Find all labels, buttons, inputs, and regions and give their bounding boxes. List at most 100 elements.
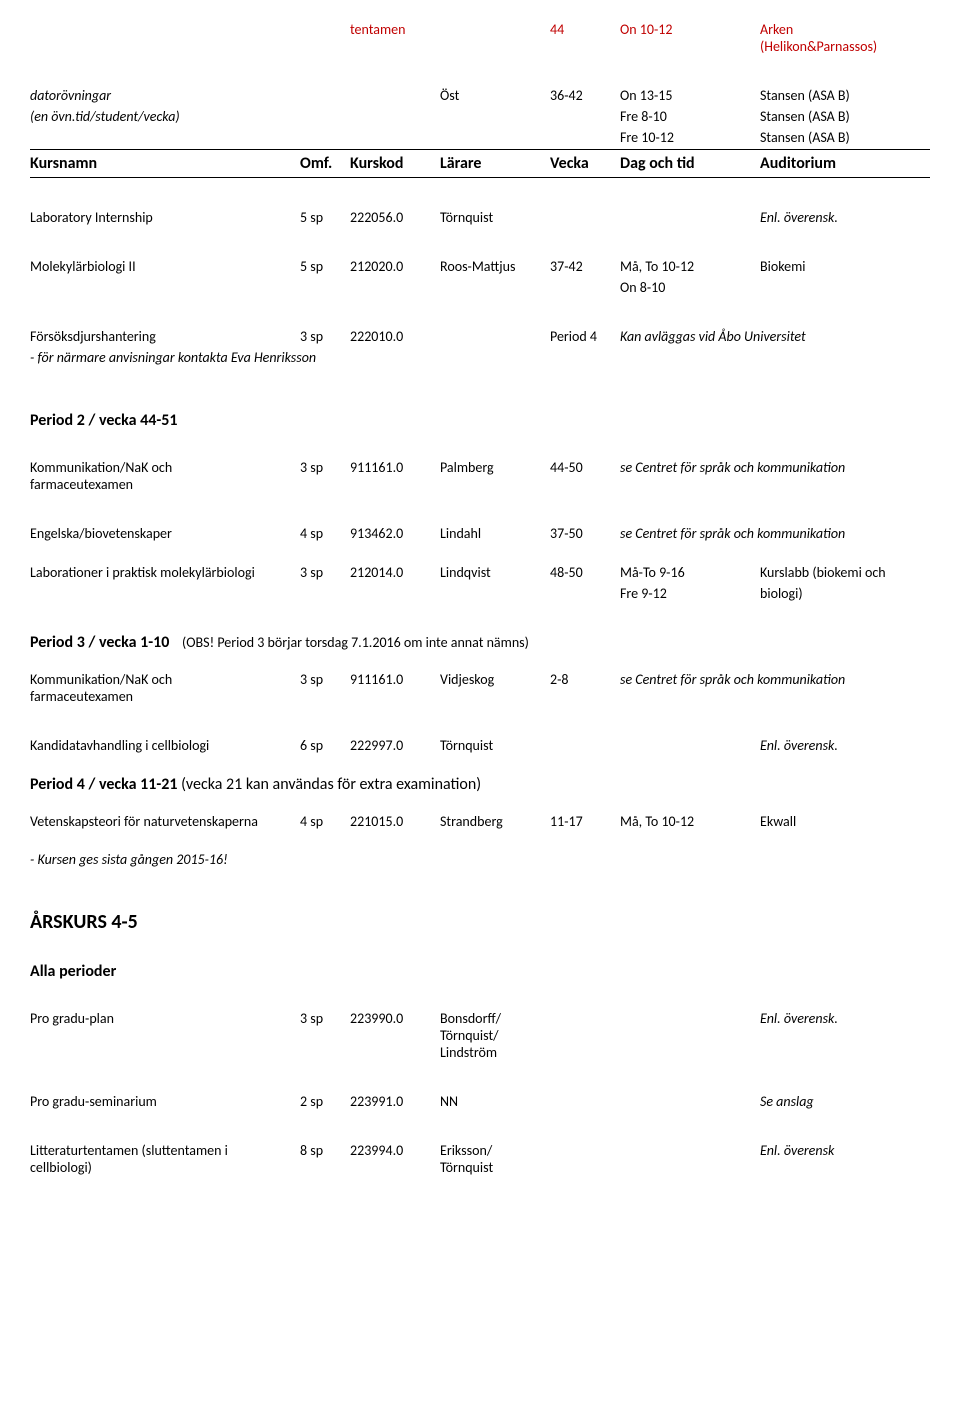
row-forsok-1: Försöksdjurshantering 3 sp 222010.0 Peri… [30, 327, 930, 346]
row-komm2: Kommunikation/NaK och farmaceutexamen 3 … [30, 670, 930, 706]
cell-room: Se anslag [760, 1092, 950, 1111]
row-kand: Kandidatavhandling i cellbiologi 6 sp 22… [30, 736, 930, 755]
cell-note: se Centret för språk och kommunikation [620, 524, 950, 543]
cell-room: Stansen (ASA B) [760, 107, 950, 126]
row-molek-1: Molekylärbiologi II 5 sp 212020.0 Roos-M… [30, 257, 930, 276]
cell-week: 37-42 [550, 257, 620, 276]
cell-time: On 10-12 [620, 20, 760, 39]
cell-omf: 5 sp [300, 257, 350, 276]
hdr-omf: Omf. [300, 153, 350, 174]
cell-room: Stansen (ASA B) [760, 128, 950, 147]
cell-time: On 13-15 [620, 86, 760, 105]
row-labpr-2: Fre 9-12 biologi) [30, 584, 930, 603]
arskurs-title: ÅRSKURS 4-5 [30, 910, 930, 934]
cell-note: - för närmare anvisningar kontakta Eva H… [30, 348, 550, 367]
cell-code: 223990.0 [350, 1009, 440, 1028]
cell-name: Engelska/biovetenskaper [30, 524, 300, 543]
cell-code: 223994.0 [350, 1141, 440, 1160]
alla-perioder-title: Alla perioder [30, 962, 930, 981]
cell-name: datorövningar [30, 86, 300, 105]
vet-note: - Kursen ges sista gången 2015-16! [30, 851, 930, 868]
cell-week: 37-50 [550, 524, 620, 543]
cell-time: Fre 8-10 [620, 107, 760, 126]
cell-omf: 3 sp [300, 563, 350, 582]
cell-name: Laborationer i praktisk molekylärbiologi [30, 563, 300, 582]
cell-omf: 6 sp [300, 736, 350, 755]
cell-omf: 4 sp [300, 524, 350, 543]
cell-name: Kommunikation/NaK och farmaceutexamen [30, 458, 300, 494]
cell-room: Ekwall [760, 812, 950, 831]
cell-code: 911161.0 [350, 458, 440, 477]
cell-teacher: Palmberg [440, 458, 550, 477]
cell-code: 222997.0 [350, 736, 440, 755]
cell-time: Må, To 10-12 [620, 812, 760, 831]
cell-code: 911161.0 [350, 670, 440, 689]
cell-week: 11-17 [550, 812, 620, 831]
row-dator-1: datorövningar Öst 36-42 On 13-15 Stansen… [30, 86, 930, 105]
cell-room: Enl. överensk. [760, 208, 950, 227]
cell-room: biologi) [760, 584, 950, 603]
cell-omf: 4 sp [300, 812, 350, 831]
cell-name: Vetenskapsteori för naturvetenskaperna [30, 812, 300, 831]
hdr-kursnamn: Kursnamn [30, 153, 300, 174]
cell-week: Period 4 [550, 327, 620, 346]
cell-tentamen: tentamen [350, 20, 440, 39]
cell-teacher: Lindahl [440, 524, 550, 543]
hdr-larare: Lärare [440, 153, 550, 174]
period-4-title: Period 4 / vecka 11-21 (vecka 21 kan anv… [30, 775, 930, 794]
cell-code: 212014.0 [350, 563, 440, 582]
cell-room: Enl. överensk. [760, 736, 950, 755]
cell-name: Laboratory Internship [30, 208, 300, 227]
cell-week: 44-50 [550, 458, 620, 477]
hdr-aud: Auditorium [760, 153, 950, 174]
cell-note: se Centret för språk och kommunikation [620, 458, 950, 477]
row-molek-2: On 8-10 [30, 278, 930, 297]
cell-time: Fre 9-12 [620, 584, 760, 603]
cell-name: Molekylärbiologi II [30, 257, 300, 276]
cell-note: Kan avläggas vid Åbo Universitet [620, 327, 950, 346]
cell-room: Stansen (ASA B) [760, 86, 950, 105]
cell-code: 222010.0 [350, 327, 440, 346]
cell-name: (en övn.tid/student/vecka) [30, 107, 300, 126]
cell-name: Litteraturtentamen (sluttentamen i cellb… [30, 1141, 300, 1177]
cell-week: 48-50 [550, 563, 620, 582]
cell-omf: 3 sp [300, 1009, 350, 1028]
period-3-title: Period 3 / vecka 1-10 (OBS! Period 3 bör… [30, 633, 930, 652]
cell-time: Fre 10-12 [620, 128, 760, 147]
cell-omf: 8 sp [300, 1141, 350, 1160]
cell-room: Kurslabb (biokemi och [760, 563, 950, 582]
cell-teacher: NN [440, 1092, 550, 1111]
cell-room: Arken (Helikon&Parnassos) [760, 20, 950, 56]
cell-name: Pro gradu-plan [30, 1009, 300, 1028]
row-vet: Vetenskapsteori för naturvetenskaperna 4… [30, 812, 930, 831]
cell-teacher: Bonsdorff/ Törnquist/ Lindström [440, 1009, 550, 1062]
row-lit: Litteraturtentamen (sluttentamen i cellb… [30, 1141, 930, 1177]
cell-teacher: Öst [440, 86, 550, 105]
row-dator-3: Fre 10-12 Stansen (ASA B) [30, 128, 930, 147]
cell-teacher: Strandberg [440, 812, 550, 831]
period-2-title: Period 2 / vecka 44-51 [30, 411, 930, 430]
cell-omf: 3 sp [300, 327, 350, 346]
cell-note: se Centret för språk och kommunikation [620, 670, 950, 689]
row-eng: Engelska/biovetenskaper 4 sp 913462.0 Li… [30, 524, 930, 543]
row-forsok-2: - för närmare anvisningar kontakta Eva H… [30, 348, 930, 367]
cell-omf: 2 sp [300, 1092, 350, 1111]
row-tentamen: tentamen 44 On 10-12 Arken (Helikon&Parn… [30, 20, 930, 56]
cell-time: Må-To 9-16 [620, 563, 760, 582]
cell-teacher: Törnquist [440, 736, 550, 755]
row-pgs: Pro gradu-seminarium 2 sp 223991.0 NN Se… [30, 1092, 930, 1111]
row-lab: Laboratory Internship 5 sp 222056.0 Törn… [30, 208, 930, 227]
cell-name: Försöksdjurshantering [30, 327, 300, 346]
hdr-dag: Dag och tid [620, 153, 760, 174]
table-header: Kursnamn Omf. Kurskod Lärare Vecka Dag o… [30, 149, 930, 178]
row-komm1: Kommunikation/NaK och farmaceutexamen 3 … [30, 458, 930, 494]
cell-room: Enl. överensk. [760, 1009, 950, 1028]
cell-name: Kandidatavhandling i cellbiologi [30, 736, 300, 755]
cell-omf: 3 sp [300, 670, 350, 689]
cell-teacher: Törnquist [440, 208, 550, 227]
cell-code: 223991.0 [350, 1092, 440, 1111]
cell-code: 212020.0 [350, 257, 440, 276]
cell-teacher: Vidjeskog [440, 670, 550, 689]
cell-time: On 8-10 [620, 278, 760, 297]
cell-room: Enl. överensk [760, 1141, 950, 1160]
